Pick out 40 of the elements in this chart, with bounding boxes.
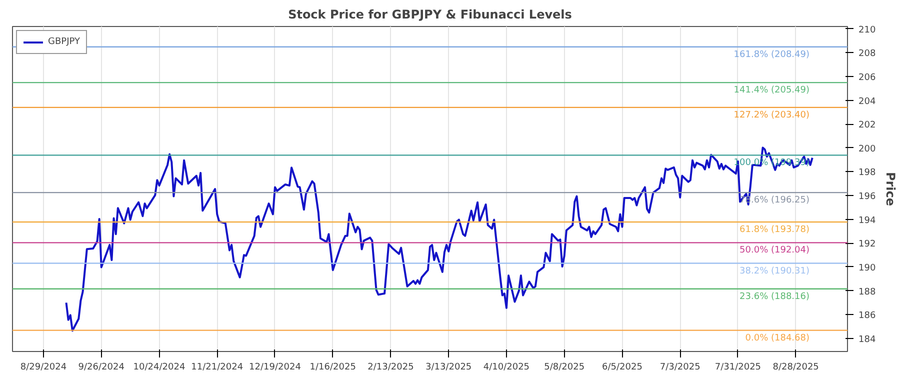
x-tick-label: 8/28/2025 (772, 362, 819, 372)
ref-line-label: 161.8% (208.49) (734, 50, 810, 60)
ref-line-label: 61.8% (193.78) (740, 224, 810, 235)
line-series (65, 146, 814, 332)
y-tick-label: 206 (858, 73, 876, 83)
ref-line-label: 127.2% (203.40) (734, 110, 810, 120)
x-tick-label: 12/19/2024 (249, 362, 302, 372)
x-tick-label: 7/3/2025 (660, 362, 700, 372)
x-tick-label: 4/10/2025 (483, 362, 530, 372)
x-tick-label: 10/24/2024 (133, 362, 186, 372)
y-tick-label: 184 (858, 334, 876, 345)
x-tick-label: 6/5/2025 (602, 362, 642, 372)
x-tick-label: 5/8/2025 (544, 362, 585, 372)
y-tick-label: 210 (858, 25, 876, 36)
ref-line-label: 50.0% (192.04) (740, 246, 810, 256)
legend-label: GBPJPY (48, 37, 80, 47)
ref-line-label: 38.2% (190.31) (740, 266, 810, 276)
ref-line-label: 23.6% (188.16) (740, 292, 810, 302)
y-tick-label: 200 (858, 144, 876, 154)
x-tick-label: 9/26/2024 (78, 362, 125, 372)
y-tick-label: 204 (858, 96, 876, 107)
x-tick-label: 1/16/2025 (310, 362, 356, 372)
y-tick-label: 194 (858, 216, 876, 226)
x-tick-label: 3/13/2025 (426, 362, 472, 372)
y-tick-label: 190 (858, 263, 876, 274)
y-tick-label: 208 (858, 49, 876, 60)
ref-line-label: 141.4% (205.49) (734, 86, 810, 96)
chart-title: Stock Price for GBPJPY & Fibunacci Levels (288, 8, 572, 22)
y-axis-title: Price (884, 172, 898, 206)
y-tick-label: 188 (858, 287, 876, 298)
x-tick-label: 7/31/2025 (714, 362, 762, 372)
y-tick-label: 202 (858, 120, 876, 131)
ref-line-label: 0.0% (184.68) (745, 333, 810, 344)
y-tick-label: 192 (858, 240, 876, 250)
x-tick-label: 2/13/2025 (368, 362, 414, 372)
y-tick-label: 198 (858, 168, 876, 178)
y-tick-label: 186 (858, 311, 876, 322)
x-tick-label: 11/21/2024 (191, 362, 244, 372)
y-tick-label: 196 (858, 192, 876, 202)
x-tick-label: 8/29/2024 (20, 362, 67, 372)
